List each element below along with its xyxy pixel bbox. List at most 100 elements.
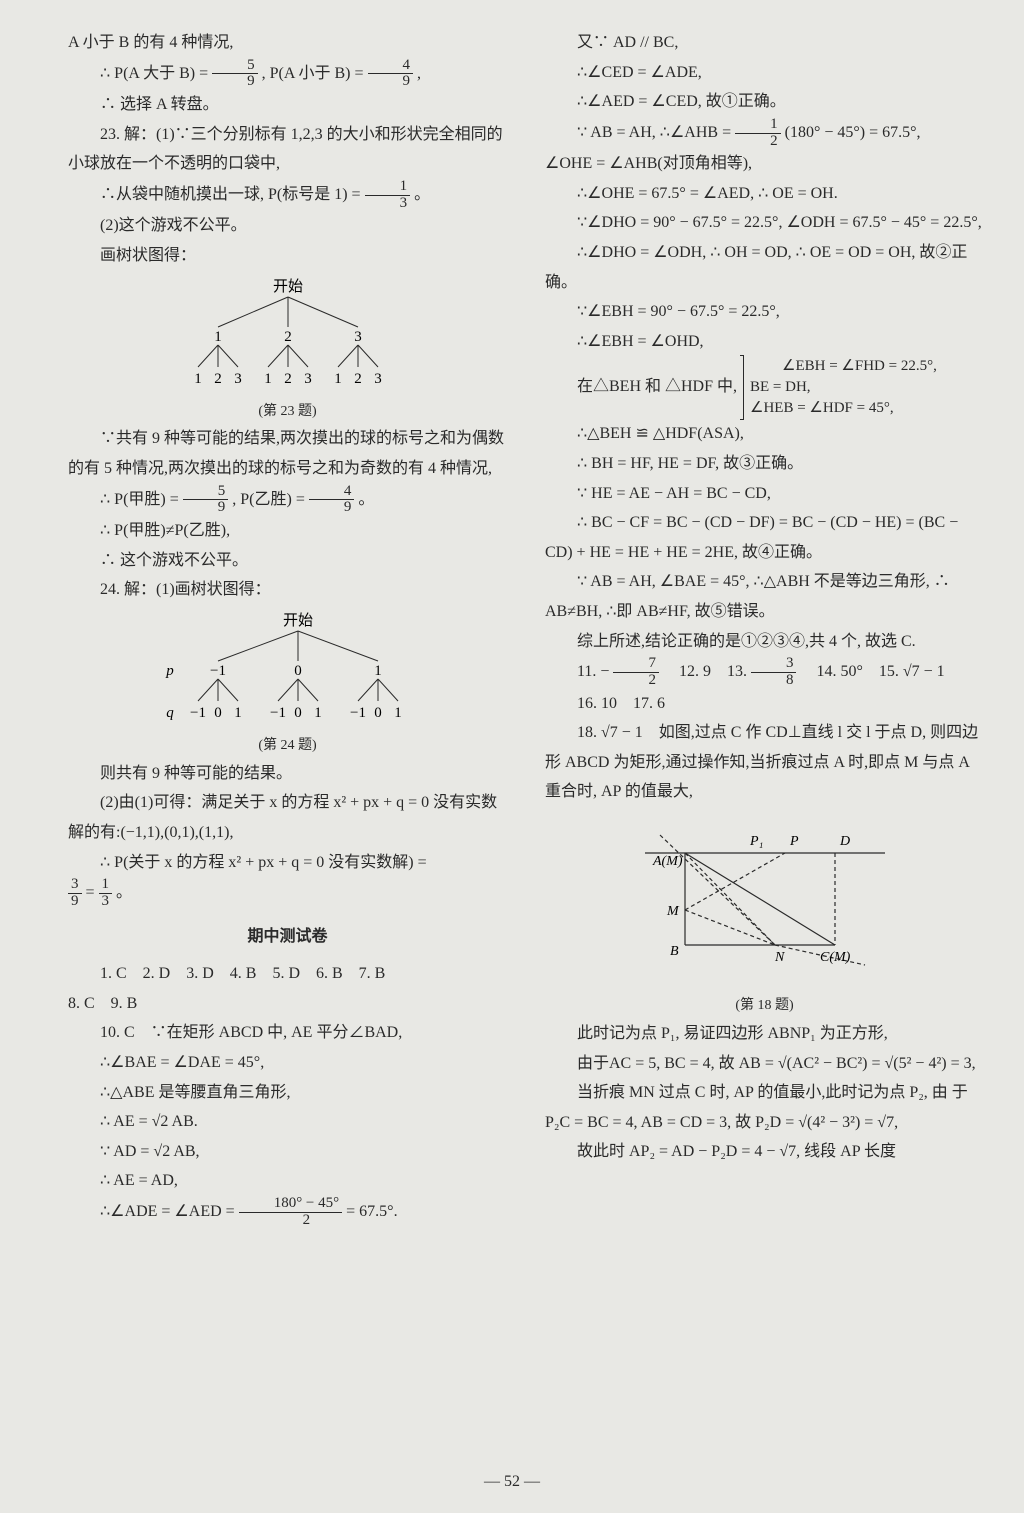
text-line: ∵共有 9 种等可能的结果,两次摸出的球的标号之和为偶数的有 5 种情况,两次摸… <box>68 424 507 483</box>
numerator: 3 <box>751 656 797 673</box>
fraction: 59 <box>183 484 229 517</box>
text: 。 <box>414 186 430 203</box>
text: 。 <box>116 884 132 901</box>
fraction: 12 <box>735 117 781 150</box>
text: 在△BEH 和 △HDF 中, <box>577 379 737 396</box>
tree-leaf: 3 <box>304 371 312 387</box>
text-line: ∴从袋中随机摸出一球, P(标号是 1) = 13 。 <box>68 179 507 212</box>
fraction: 72 <box>613 656 659 689</box>
fraction: 39 <box>68 877 82 910</box>
fig-label: B <box>670 944 679 959</box>
text-line: 综上所述,结论正确的是①②③④,共 4 个, 故选 C. <box>545 627 984 657</box>
fraction: 59 <box>212 58 258 91</box>
fraction: 13 <box>365 179 411 212</box>
text: , P(A 小于 B) = <box>262 65 368 82</box>
text-line: ∴△BEH ≌ △HDF(ASA), <box>545 419 984 449</box>
fig-label: P₁ <box>749 834 763 849</box>
text-line: ∵ AB = AH, ∴∠AHB = 12 (180° − 45°) = 67.… <box>545 117 984 150</box>
tree-leaf: 0 <box>294 705 302 721</box>
numerator: 5 <box>183 484 229 501</box>
text: (180° − 45°) = 67.5°, <box>785 124 921 141</box>
text-line: 24. 解：(1)画树状图得： <box>68 575 507 605</box>
brace-cases: ∠EBH = ∠FHD = 22.5°, BE = DH, ∠HEB = ∠HD… <box>743 356 937 419</box>
denominator: 2 <box>735 134 781 150</box>
section-title: 期中测试卷 <box>68 922 507 952</box>
denominator: 9 <box>368 74 414 90</box>
denominator: 2 <box>239 1213 342 1229</box>
text-line: 又∵ AD // BC, <box>545 28 984 58</box>
fig-label: N <box>774 950 785 965</box>
text-line: ∴ 这个游戏不公平。 <box>68 546 507 576</box>
text-line: ∵ HE = AE − AH = BC − CD, <box>545 479 984 509</box>
fraction: 49 <box>368 58 414 91</box>
text-line: ∵ AB = AH, ∠BAE = 45°, ∴△ABH 不是等边三角形, ∴ … <box>545 567 984 626</box>
text-line: 当折痕 MN 过点 C 时, AP 的值最小,此时记为点 P₂, 由 于 P₂C… <box>545 1078 984 1137</box>
denominator: 9 <box>183 500 229 516</box>
fig-label: A(M) <box>652 854 683 869</box>
tree-label-p: p <box>165 663 174 679</box>
text: ∴从袋中随机摸出一球, P(标号是 1) = <box>100 186 365 203</box>
text: ∴ P(A 大于 B) = <box>100 65 212 82</box>
denominator: 3 <box>99 894 113 910</box>
text: ∴∠ADE = ∠AED = <box>100 1203 239 1220</box>
text: ∴ P(甲胜) = <box>100 491 183 508</box>
text-line: ∴∠EBH = ∠OHD, <box>545 327 984 357</box>
text: 14. 50° 15. √7 − 1 <box>800 663 944 680</box>
text-line: 故此时 AP₂ = AD − P₂D = 4 − √7, 线段 AP 长度 <box>545 1137 984 1167</box>
tree-leaf: −1 <box>270 705 286 721</box>
fig-label: C(M) <box>820 950 851 965</box>
case-line: ∠EBH = ∠FHD = 22.5°, <box>782 358 937 374</box>
tree-diagram-23: 开始 1 2 3 1 2 3 1 2 3 1 2 3 <box>158 275 418 395</box>
tree-leaf: 1 <box>314 705 322 721</box>
text-line: ∴ 选择 A 转盘。 <box>68 90 507 120</box>
text-line: ∵ AD = √2 AB, <box>68 1137 507 1167</box>
text-line: 由于AC = 5, BC = 4, 故 AB = √(AC² − BC²) = … <box>545 1049 984 1079</box>
text-line: ∴∠OHE = 67.5° = ∠AED, ∴ OE = OH. <box>545 179 984 209</box>
tree-diagram-24: 开始 p −1 0 1 q −1 0 1 −1 0 1 −1 0 1 <box>138 609 438 729</box>
text: ∵ AB = AH, ∴∠AHB = <box>577 124 735 141</box>
text-line: (2)这个游戏不公平。 <box>68 211 507 241</box>
text-line: 此时记为点 P₁, 易证四边形 ABNP₁ 为正方形, <box>545 1019 984 1049</box>
text-line: ∴ BH = HF, HE = DF, 故③正确。 <box>545 449 984 479</box>
numerator: 5 <box>212 58 258 75</box>
geometry-figure-18: P₁ P D A(M) M B N C(M) <box>625 815 905 985</box>
tree-leaf: 1 <box>194 371 202 387</box>
text: = <box>86 884 99 901</box>
text-line: 18. √7 − 1 如图,过点 C 作 CD⊥直线 l 交 l 于点 D, 则… <box>545 718 984 807</box>
case-line: ∠HEB = ∠HDF = 45°, <box>750 400 894 416</box>
page: A 小于 B 的有 4 种情况, ∴ P(A 大于 B) = 59 , P(A … <box>0 0 1024 1249</box>
numerator: 1 <box>735 117 781 134</box>
right-column: 又∵ AD // BC, ∴∠CED = ∠ADE, ∴∠AED = ∠CED,… <box>545 28 984 1229</box>
tree-leaf: 1 <box>264 371 272 387</box>
text: , P(乙胜) = <box>232 491 309 508</box>
tree-leaf: 3 <box>374 371 382 387</box>
text-line: ∴∠BAE = ∠DAE = 45°, <box>68 1048 507 1078</box>
text-line: ∵∠EBH = 90° − 67.5° = 22.5°, <box>545 297 984 327</box>
text-line: ∴∠ADE = ∠AED = 180° − 45°2 = 67.5°. <box>68 1196 507 1229</box>
tree-leaf: 2 <box>284 371 292 387</box>
text-line: ∴ P(甲胜) = 59 , P(乙胜) = 49 。 <box>68 484 507 517</box>
text-line: 则共有 9 种等可能的结果。 <box>68 759 507 789</box>
fig-label: P <box>789 834 799 849</box>
text-line: 23. 解：(1)∵三个分别标有 1,2,3 的大小和形状完全相同的小球放在一个… <box>68 120 507 179</box>
numerator: 1 <box>365 179 411 196</box>
denominator: 9 <box>68 894 82 910</box>
tree-leaf: 1 <box>234 705 242 721</box>
text-line: ∴∠DHO = ∠ODH, ∴ OH = OD, ∴ OE = OD = OH,… <box>545 238 984 297</box>
numerator: 4 <box>368 58 414 75</box>
tree-leaf: 2 <box>354 371 362 387</box>
numerator: 7 <box>613 656 659 673</box>
text-line: ∴∠AED = ∠CED, 故①正确。 <box>545 87 984 117</box>
text-line: ∵∠DHO = 90° − 67.5° = 22.5°, ∠ODH = 67.5… <box>545 208 984 238</box>
tree-node: 2 <box>284 329 292 345</box>
text-line: ∴ AE = AD, <box>68 1166 507 1196</box>
tree-leaf: −1 <box>190 705 206 721</box>
tree-caption: (第 23 题) <box>68 399 507 425</box>
text: , <box>417 65 421 82</box>
text: 。 <box>358 491 374 508</box>
tree-leaf: 0 <box>214 705 222 721</box>
numerator: 3 <box>68 877 82 894</box>
numerator: 1 <box>99 877 113 894</box>
tree-leaf: 0 <box>374 705 382 721</box>
text-line: ∴ P(关于 x 的方程 x² + px + q = 0 没有实数解) = <box>68 848 507 878</box>
